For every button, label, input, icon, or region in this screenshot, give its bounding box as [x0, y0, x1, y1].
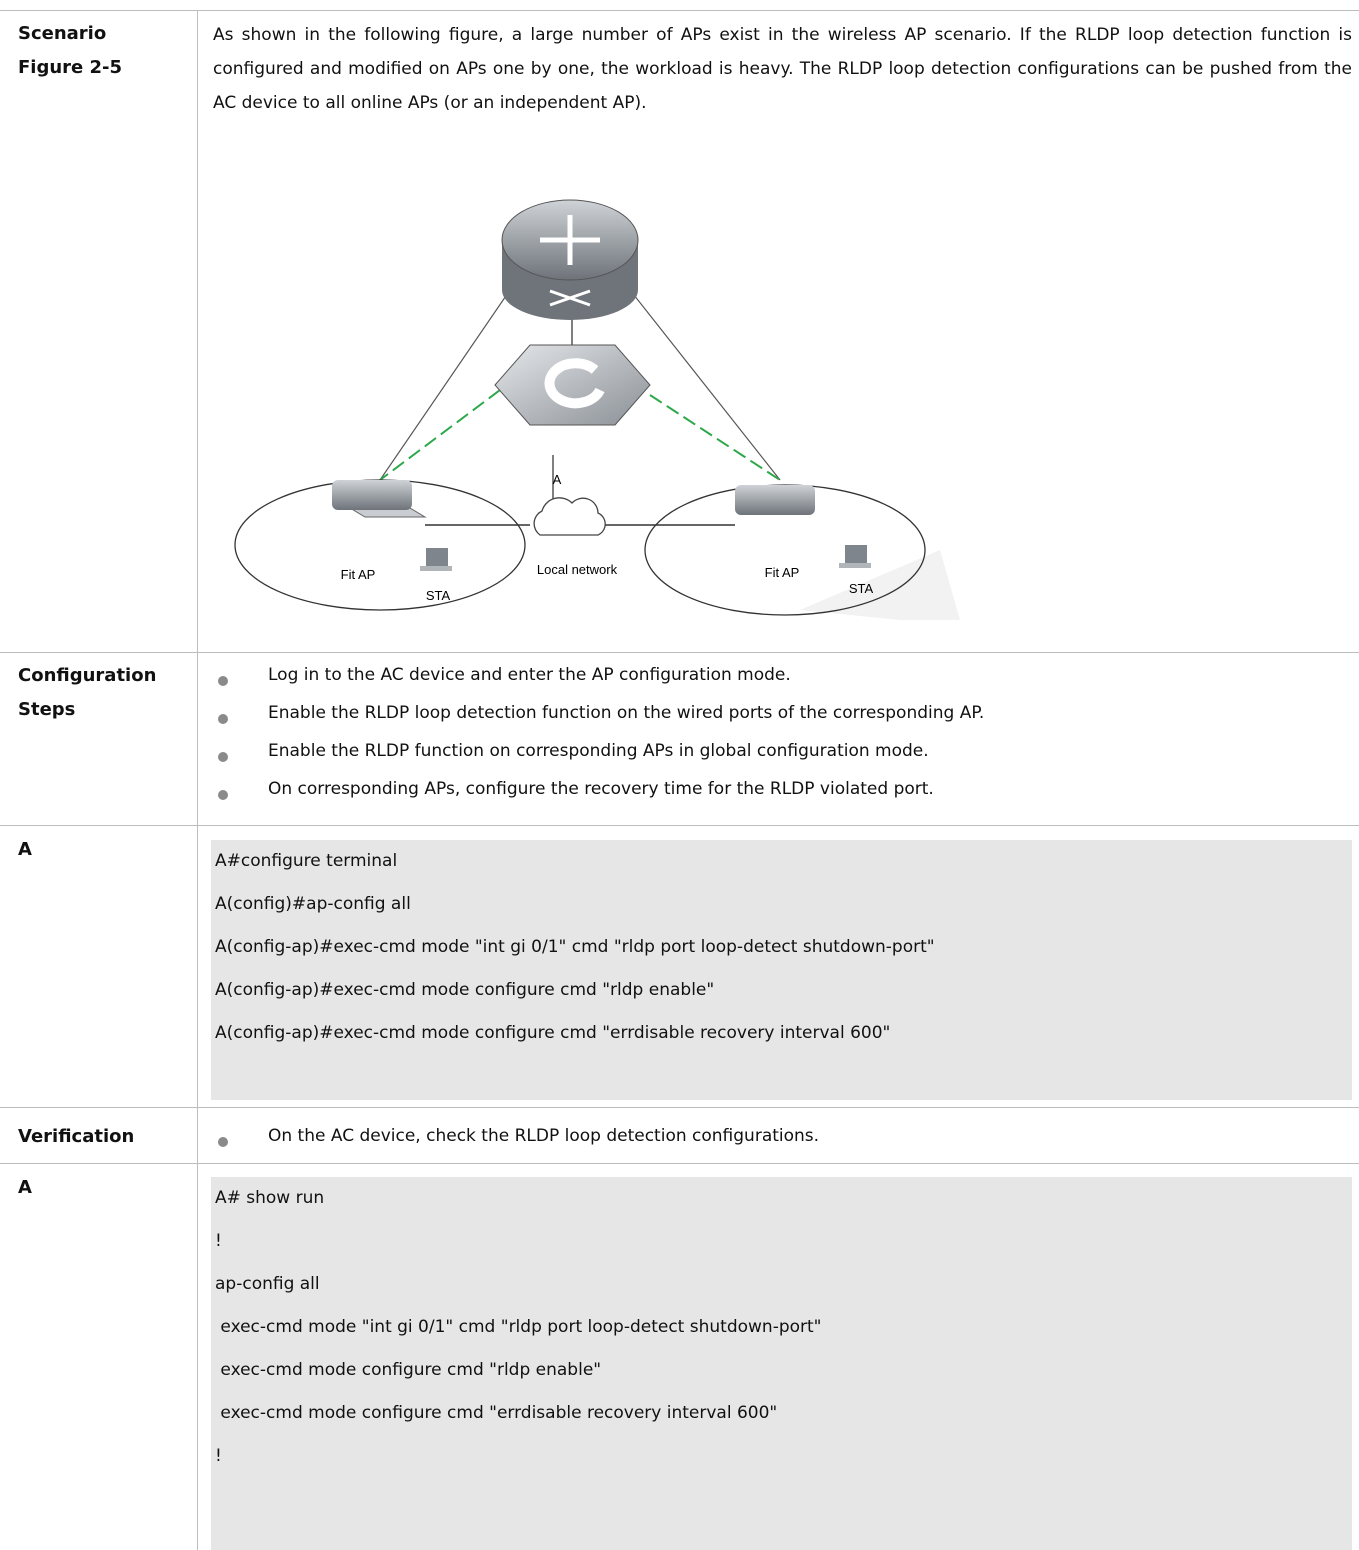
node-label: Fit AP: [341, 567, 376, 582]
border: [0, 652, 1359, 653]
code-block: A# show run! ap-config all exec-cmd mode …: [211, 1177, 1352, 1550]
border: [0, 10, 1359, 11]
row-label: Verification: [18, 1126, 135, 1147]
row-label: Scenario: [18, 23, 107, 44]
bullet: [218, 1137, 228, 1147]
link: [379, 389, 501, 481]
border: [0, 1107, 1359, 1108]
diagram: A Fit AP STA Local network Fit AP STA: [234, 199, 960, 620]
border: [197, 10, 198, 1550]
paragraph: As shown in the following figure, a larg…: [213, 25, 1352, 113]
sta: [426, 548, 448, 566]
watermark: [800, 550, 960, 620]
code-line: ap-config all: [215, 1274, 320, 1294]
code-line: A#configure terminal: [215, 851, 398, 871]
sta: [420, 566, 452, 571]
bullet: [218, 676, 228, 686]
switch-icon: [544, 358, 605, 409]
list-item: On the AC device, check the RLDP loop de…: [268, 1126, 820, 1146]
cloud: [533, 497, 606, 536]
bullet: [218, 714, 228, 724]
code-line: A(config-ap)#exec-cmd mode configure cmd…: [215, 980, 715, 1000]
node-label: STA: [426, 588, 451, 603]
node-label: STA: [849, 581, 874, 596]
list-item: Enable the RLDP function on correspondin…: [268, 741, 929, 761]
code-line: A# show run: [215, 1188, 325, 1208]
code-line: A(config)#ap-config all: [215, 894, 411, 914]
code-line: exec-cmd mode configure cmd "errdisable …: [215, 1403, 778, 1423]
ap: [332, 480, 412, 510]
sta: [845, 545, 867, 563]
node-label: Fit AP: [765, 565, 800, 580]
code-line: A(config-ap)#exec-cmd mode configure cmd…: [215, 1023, 891, 1043]
node-label: Local network: [537, 562, 618, 577]
code-line: exec-cmd mode "int gi 0/1" cmd "rldp por…: [215, 1317, 822, 1337]
bullet: [218, 752, 228, 762]
link: [379, 289, 511, 481]
link: [629, 289, 781, 481]
row-label: Figure 2-5: [18, 57, 123, 78]
code-line: !: [215, 1231, 222, 1251]
switch: [494, 344, 651, 426]
sta: [839, 563, 871, 568]
ap: [735, 485, 815, 515]
code-line: exec-cmd mode configure cmd "rldp enable…: [215, 1360, 602, 1380]
list-item: Enable the RLDP loop detection function …: [268, 703, 985, 723]
node-label: A: [553, 472, 562, 487]
row-label: A: [18, 1177, 32, 1198]
link: [649, 394, 781, 481]
code-line: A(config-ap)#exec-cmd mode "int gi 0/1" …: [215, 937, 935, 957]
router-icon: [540, 215, 600, 265]
code-line: !: [215, 1446, 222, 1466]
row-label: Configuration Steps: [18, 665, 157, 720]
border: [0, 1163, 1359, 1164]
list-item: Log in to the AC device and enter the AP…: [268, 665, 791, 685]
list-item: On corresponding APs, configure the reco…: [268, 779, 934, 799]
router-icon: [549, 289, 591, 307]
row-label: A: [18, 839, 32, 860]
code-block: A#configure terminal A(config)#ap-config …: [211, 840, 1352, 1100]
border: [0, 825, 1359, 826]
bullet: [218, 790, 228, 800]
